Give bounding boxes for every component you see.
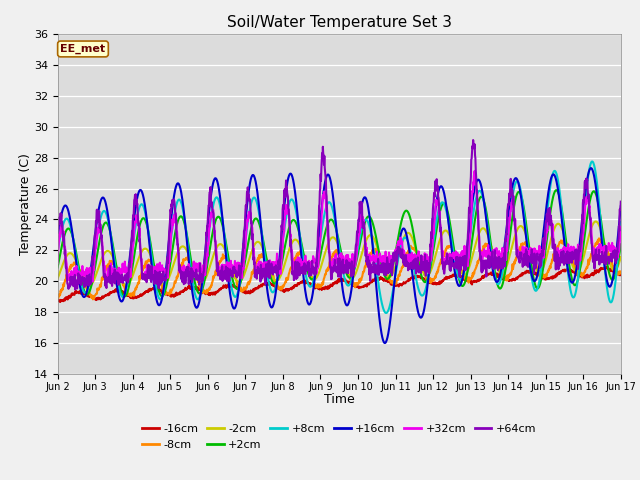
+32cm: [98, 238, 106, 243]
+32cm: [374, 255, 382, 261]
+16cm: [97, 197, 105, 203]
-16cm: [374, 276, 382, 281]
Legend: -16cm, -8cm, -2cm, +2cm, +8cm, +16cm, +32cm, +64cm: -16cm, -8cm, -2cm, +2cm, +8cm, +16cm, +3…: [138, 420, 541, 454]
-8cm: [315, 284, 323, 289]
-16cm: [56, 299, 64, 305]
-2cm: [120, 282, 128, 288]
+32cm: [305, 259, 312, 264]
+64cm: [98, 232, 106, 238]
+16cm: [617, 204, 625, 209]
-16cm: [315, 286, 323, 292]
+64cm: [120, 275, 128, 280]
-2cm: [617, 254, 625, 260]
+2cm: [97, 230, 105, 236]
+16cm: [588, 165, 595, 171]
+64cm: [54, 230, 61, 236]
+2cm: [120, 294, 128, 300]
Line: -8cm: -8cm: [58, 239, 621, 300]
+32cm: [293, 264, 301, 270]
+64cm: [72, 287, 79, 292]
+2cm: [315, 260, 323, 266]
-2cm: [592, 218, 600, 224]
+64cm: [315, 219, 323, 225]
+64cm: [469, 137, 477, 143]
+32cm: [54, 260, 61, 266]
+64cm: [305, 260, 312, 265]
+8cm: [314, 251, 322, 257]
-8cm: [54, 294, 61, 300]
+16cm: [381, 340, 388, 346]
+2cm: [305, 272, 312, 277]
+2cm: [552, 187, 560, 193]
+32cm: [120, 269, 128, 275]
-8cm: [305, 267, 312, 273]
+64cm: [293, 262, 301, 267]
+8cm: [382, 310, 390, 316]
+16cm: [292, 202, 300, 208]
+8cm: [54, 249, 61, 254]
+64cm: [617, 199, 625, 204]
X-axis label: Time: Time: [324, 394, 355, 407]
+16cm: [305, 301, 312, 307]
-2cm: [54, 276, 61, 281]
+2cm: [617, 241, 625, 247]
Text: EE_met: EE_met: [60, 44, 106, 54]
-8cm: [595, 236, 603, 241]
Line: +16cm: +16cm: [58, 168, 621, 343]
-2cm: [374, 249, 382, 254]
-2cm: [305, 269, 312, 275]
+8cm: [305, 281, 312, 287]
+16cm: [54, 235, 61, 240]
+2cm: [54, 264, 61, 270]
+8cm: [588, 158, 596, 164]
+2cm: [374, 247, 382, 252]
-8cm: [617, 269, 625, 275]
Line: +32cm: +32cm: [58, 171, 621, 282]
-16cm: [617, 272, 625, 278]
+16cm: [120, 294, 128, 300]
Line: +64cm: +64cm: [58, 140, 621, 289]
+8cm: [97, 213, 105, 219]
-16cm: [120, 291, 128, 297]
+8cm: [292, 211, 300, 216]
+2cm: [120, 293, 128, 299]
-16cm: [305, 280, 312, 286]
+8cm: [617, 219, 625, 225]
+64cm: [374, 259, 382, 265]
-2cm: [98, 256, 106, 262]
Y-axis label: Temperature (C): Temperature (C): [19, 153, 32, 255]
-16cm: [98, 296, 106, 301]
+32cm: [89, 279, 97, 285]
+32cm: [617, 224, 625, 229]
-16cm: [602, 264, 610, 270]
-2cm: [315, 270, 323, 276]
+32cm: [471, 168, 479, 174]
+2cm: [293, 222, 301, 228]
Line: -2cm: -2cm: [58, 221, 621, 287]
Line: -16cm: -16cm: [58, 267, 621, 302]
+8cm: [120, 293, 128, 299]
+16cm: [314, 239, 322, 245]
-2cm: [293, 238, 301, 243]
-8cm: [293, 251, 301, 257]
-8cm: [374, 249, 382, 255]
-8cm: [89, 297, 97, 302]
Line: +2cm: +2cm: [58, 190, 621, 297]
-2cm: [85, 284, 93, 289]
Line: +8cm: +8cm: [58, 161, 621, 313]
-16cm: [54, 296, 61, 302]
-8cm: [120, 285, 128, 291]
-16cm: [293, 283, 301, 288]
+16cm: [374, 303, 382, 309]
-8cm: [98, 278, 106, 284]
+32cm: [315, 256, 323, 262]
Title: Soil/Water Temperature Set 3: Soil/Water Temperature Set 3: [227, 15, 452, 30]
+8cm: [374, 278, 382, 284]
